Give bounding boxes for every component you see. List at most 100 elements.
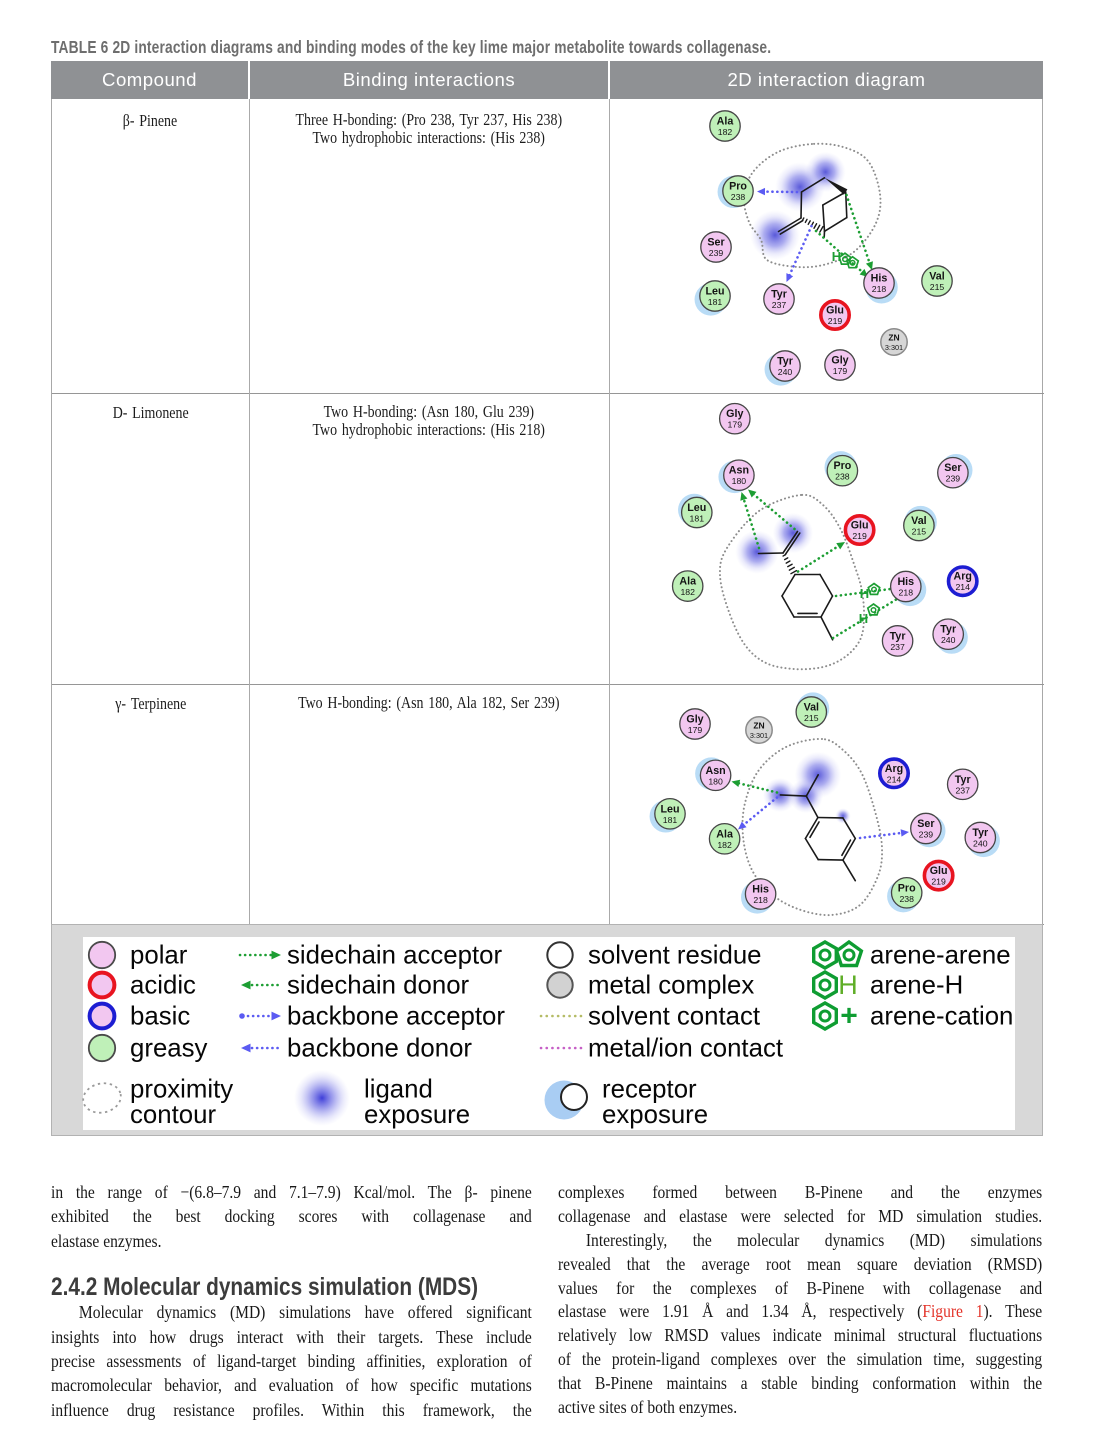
table-header: Compound Binding interactions 2D interac… [51, 61, 1043, 99]
legend-label: contour [130, 1101, 216, 1129]
legend-label: metal/ion contact [588, 1035, 783, 1063]
legend-item-arene-arene: arene-arene [812, 939, 1011, 970]
legend-icon-arrow-left-b [241, 1043, 280, 1053]
binding-interactions: Two H-bonding: (Asn 180, Glu 239) Two hyd… [249, 403, 609, 438]
body-text-line: in the range of −(6.8–7.9 and 7.1–7.9) K… [51, 1181, 532, 1202]
table-column-divider [249, 99, 250, 924]
binding-line: Two hydrophobic interactions: (His 218) [312, 419, 546, 439]
legend-icon-arrow-left-g [241, 980, 283, 990]
header-compound: Compound [102, 69, 197, 90]
table-row-divider [52, 684, 1044, 685]
legend-section [51, 924, 1043, 1136]
body-text-line: Interestingly, the molecular dynamics (M… [585, 1229, 1043, 1250]
legend-label: sidechain donor [287, 972, 470, 1000]
legend-item-acidic: acidic [87, 970, 196, 1000]
legend-label: acidic [130, 972, 196, 1000]
binding-line: Three H-bonding: (Pro 238, Tyr 237, His … [295, 110, 563, 129]
body-text-line: Molecular dynamics (MD) simulations have… [78, 1302, 532, 1323]
legend-label: arene-cation [870, 1003, 1013, 1031]
body-text-line: complexes formed between B-Pinene and th… [558, 1181, 1043, 1202]
binding-interactions: Three H-bonding: (Pro 238, Tyr 237, His … [249, 111, 609, 146]
legend-label: sidechain acceptor [287, 942, 503, 970]
legend-label: arene-H [870, 972, 963, 1000]
legend-label: solvent contact [588, 1003, 760, 1031]
header-separator [608, 61, 610, 99]
binding-line: Two hydrophobic interactions: (His 238) [312, 127, 546, 147]
legend-item-solvent: solvent residue [546, 941, 762, 970]
legend-icon-arene-h: H [812, 970, 858, 1000]
legend-icon-arrow-right-g [238, 950, 281, 960]
table-column-divider [609, 99, 610, 924]
legend-label: arene-arene [870, 942, 1011, 970]
compound-name: β- Pinene [123, 111, 178, 130]
legend-item-greasy: greasy [87, 1033, 208, 1063]
legend-item-dots-magenta: metal/ion contact [539, 1035, 783, 1063]
legend-item-arene-cation: + arene-cation [812, 1000, 1013, 1033]
legend-label: backbone donor [287, 1035, 472, 1063]
section-heading: 2.4.2 Molecular dynamics simulation (MDS… [51, 1273, 479, 1301]
legend-icon-solvent [546, 941, 574, 969]
body-text-line: that B-Pinene maintains a stable binding… [558, 1373, 1043, 1394]
legend-icon-metal [546, 971, 574, 999]
legend-icon-basic [87, 1001, 117, 1031]
legend-item-basic: basic [87, 1001, 190, 1031]
svg-text:H: H [838, 970, 858, 1000]
legend-icon-receptor [544, 1080, 588, 1120]
body-text-line: values for the complexes of B-Pinene wit… [558, 1277, 1043, 1298]
body-text-line: active sites of both enzymes. [558, 1397, 738, 1418]
body-text-line: precise assessments of ligand-target bin… [51, 1351, 532, 1371]
body-text-line: insights into how drugs interact with th… [51, 1326, 532, 1347]
table-title: TABLE 6 2D interaction diagrams and bind… [51, 37, 772, 57]
legend-icon-greasy [87, 1033, 117, 1063]
legend-icon-arene-arene [812, 939, 864, 970]
legend-icon-blob [294, 1070, 350, 1126]
body-text-line: elastase were 1.91 Å and 1.34 Å, respect… [558, 1301, 1043, 1322]
legend-label: solvent residue [588, 942, 762, 970]
legend-label: exposure [364, 1101, 470, 1129]
body-text-line: collagenase and elastase were selected f… [558, 1205, 1043, 1226]
figure-reference[interactable]: Figure 1 [922, 1301, 984, 1322]
body-text-line: influence drug resistance profiles. With… [51, 1399, 532, 1420]
legend-item-arrow-left-g: sidechain donor [241, 972, 470, 1000]
legend-item-arrow-right-g: sidechain acceptor [238, 942, 503, 970]
legend-item-arrow-right-b: backbone acceptor [239, 1003, 505, 1031]
header-binding-interactions: Binding interactions [342, 69, 516, 90]
legend-icon-arrow-right-b [239, 1011, 281, 1021]
body-text-line: revealed that the average root mean squa… [558, 1253, 1043, 1274]
legend-label: receptor [602, 1076, 697, 1104]
body-left-paragraph-1: in the range of −(6.8–7.9 and 7.1–7.9) K… [51, 1180, 532, 1254]
legend-label: ligand [364, 1076, 433, 1104]
legend-label: exposure [602, 1101, 708, 1129]
legend-icon-arene-cation: + [812, 1000, 858, 1033]
binding-line: Two H-bonding: (Asn 180, Ala 182, Ser 23… [298, 693, 560, 712]
legend-item-metal: metal complex [546, 971, 754, 1000]
table-body: β- Pinene Three H-bonding: (Pro 238, Tyr … [51, 99, 1044, 925]
body-text-line: relatively low RMSD values indicate mini… [558, 1325, 1043, 1346]
legend-label: proximity [130, 1076, 233, 1104]
body-text-line: of the protein-ligand complexes over the… [558, 1349, 1043, 1370]
body-text-line: exhibited the best docking scores with c… [51, 1206, 532, 1227]
legend-label: greasy [130, 1035, 208, 1063]
legend-label: metal complex [588, 972, 754, 1000]
legend-item-polar: polar [87, 940, 188, 970]
compound-name: γ- Terpinene [114, 694, 187, 713]
body-text-line: macromolecular behavior, and evaluation … [51, 1375, 532, 1396]
legend-icon-contour [82, 1082, 122, 1114]
svg-text:+: + [840, 1000, 858, 1033]
binding-line: Two H-bonding: (Asn 180, Glu 239) [323, 402, 535, 421]
body-right-column: complexes formed between B-Pinene and th… [558, 1181, 1042, 1420]
table-row-divider [52, 393, 1044, 394]
legend-icon-polar [87, 940, 117, 970]
body-left-paragraph-2: Molecular dynamics (MD) simulations have… [51, 1300, 532, 1422]
legend-item-dots-olive: solvent contact [539, 1003, 760, 1031]
body-text-line: elastase enzymes. [51, 1230, 162, 1251]
legend-label: backbone acceptor [287, 1003, 505, 1031]
legend-icon-acidic [87, 970, 117, 1000]
legend-label: polar [130, 942, 188, 970]
legend-item-arrow-left-b: backbone donor [241, 1035, 472, 1063]
